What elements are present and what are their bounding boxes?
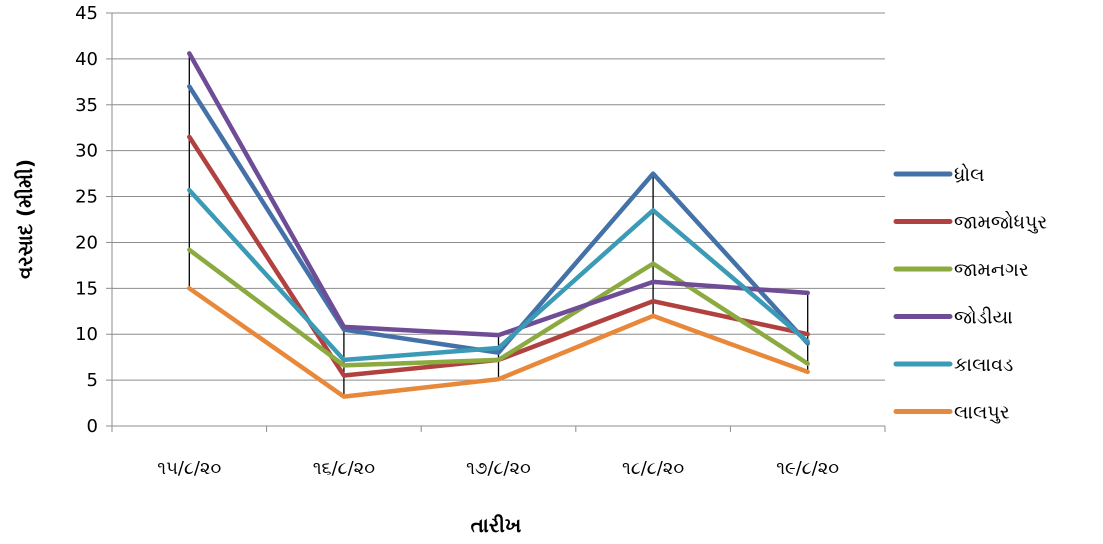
axes bbox=[106, 12, 886, 432]
y-tick-label: 30 bbox=[75, 141, 98, 162]
y-axis-title: વરસાદ (મીમી) bbox=[13, 159, 37, 279]
y-tick-label: 35 bbox=[75, 95, 98, 116]
y-tick-label: 15 bbox=[75, 278, 98, 299]
y-tick-labels: 0 5 10 15 20 25 30 35 40 45 bbox=[75, 3, 98, 437]
y-tick-label: 0 bbox=[87, 416, 98, 437]
x-tick-label: ૧૭/૮/૨૦ bbox=[466, 458, 531, 479]
series-line-6 bbox=[187, 286, 810, 399]
x-tick-labels: ૧૫/૮/૨૦ ૧૬/૮/૨૦ ૧૭/૮/૨૦ ૧૮/૮/૨૦ ૧૯/૮/૨૦ bbox=[157, 458, 839, 479]
legend: ધ્રોલ જામજોધપુર જામનગર જોડીયા કાલાવડ લાલપુર bbox=[893, 164, 1047, 424]
series-lines bbox=[187, 51, 810, 399]
x-tick-label: ૧૮/૮/૨૦ bbox=[622, 458, 684, 479]
series-line-1 bbox=[187, 84, 810, 355]
legend-label: કાલાવડ bbox=[954, 354, 1013, 376]
y-tick-label: 45 bbox=[75, 3, 98, 24]
series-line-4 bbox=[187, 51, 810, 338]
x-axis-title: તારીખ bbox=[471, 513, 522, 537]
y-tick-label: 20 bbox=[75, 232, 98, 253]
legend-label: જામનગર bbox=[954, 259, 1029, 281]
series-line-3 bbox=[187, 247, 810, 368]
legend-label: ધ્રોલ bbox=[954, 164, 985, 186]
legend-label: લાલપુર bbox=[954, 402, 1010, 424]
x-tick-label: ૧૯/૮/૨૦ bbox=[776, 458, 839, 479]
legend-label: જોડીયા bbox=[954, 307, 1013, 329]
y-tick-label: 10 bbox=[75, 324, 98, 345]
x-tick-label: ૧૬/૮/૨૦ bbox=[313, 458, 375, 479]
series-line-5 bbox=[187, 187, 810, 363]
y-tick-label: 5 bbox=[87, 370, 98, 391]
y-tick-label: 40 bbox=[75, 49, 98, 70]
y-tick-label: 25 bbox=[75, 187, 98, 208]
legend-label: જામજોધપુર bbox=[954, 212, 1047, 234]
x-tick-label: ૧૫/૮/૨૦ bbox=[157, 458, 221, 479]
